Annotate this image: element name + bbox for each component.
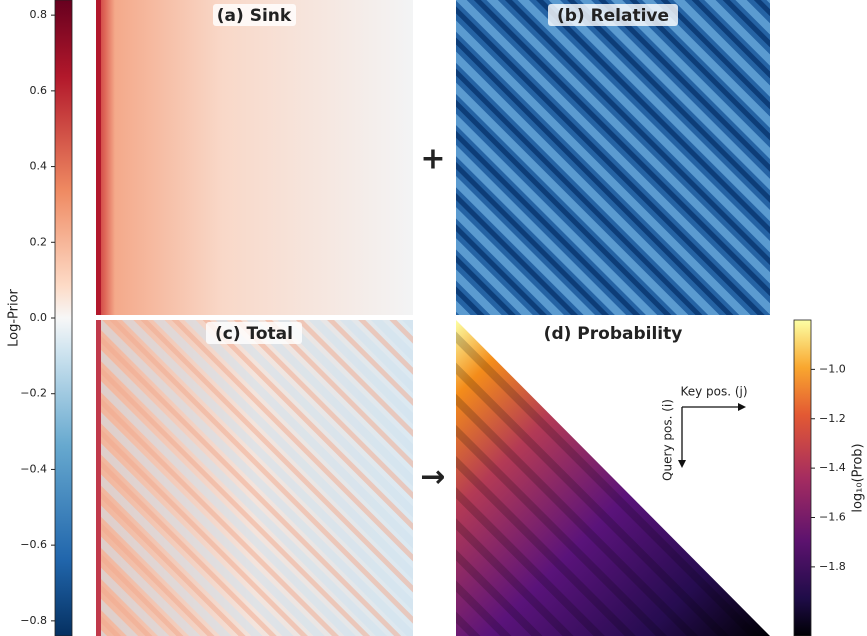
tick-label: −1.2 [819,412,846,425]
panel-title: (c) Total [215,324,293,344]
tick-label: 0.2 [30,235,48,248]
arrow-sign: → [420,460,445,495]
heatmap-column [96,320,101,636]
colorbar-label: log₁₀(Prob) [851,443,866,512]
tick-label: −0.2 [20,387,47,400]
tick-label: 0.0 [30,311,48,324]
arrow-head [738,403,746,411]
tick-label: 0.6 [30,84,48,97]
heatmap [456,0,770,315]
tick-label: −1.4 [819,461,846,474]
panel-title: (a) Sink [217,6,292,26]
title-box [213,4,296,26]
plus-sign: + [420,142,445,177]
heatmap [96,0,413,315]
panel-title: (d) Probability [544,324,683,344]
heatmap-column [96,0,101,315]
colorbar [793,319,812,636]
colorbar [54,0,73,636]
tick-label: −1.8 [819,560,846,573]
title-box [548,4,678,26]
tick-label: −0.4 [20,462,47,475]
panel-title: (b) Relative [557,6,669,26]
tick-label: −1.6 [819,511,846,524]
tick-label: −0.6 [20,538,47,551]
arrow-head [678,460,686,468]
tick-label: 0.4 [30,160,48,173]
tick-label: −0.8 [20,614,47,627]
colorbar-label: Log-Prior [7,288,22,346]
annotation: Key pos. (j) [680,385,747,399]
heatmap-stripes [456,320,770,636]
heatmap-stripes [96,320,413,636]
annotation: Query pos. (i) [661,399,675,481]
title-box [206,322,302,344]
tick-label: 0.8 [30,8,48,21]
tick-label: −1.0 [819,362,846,375]
